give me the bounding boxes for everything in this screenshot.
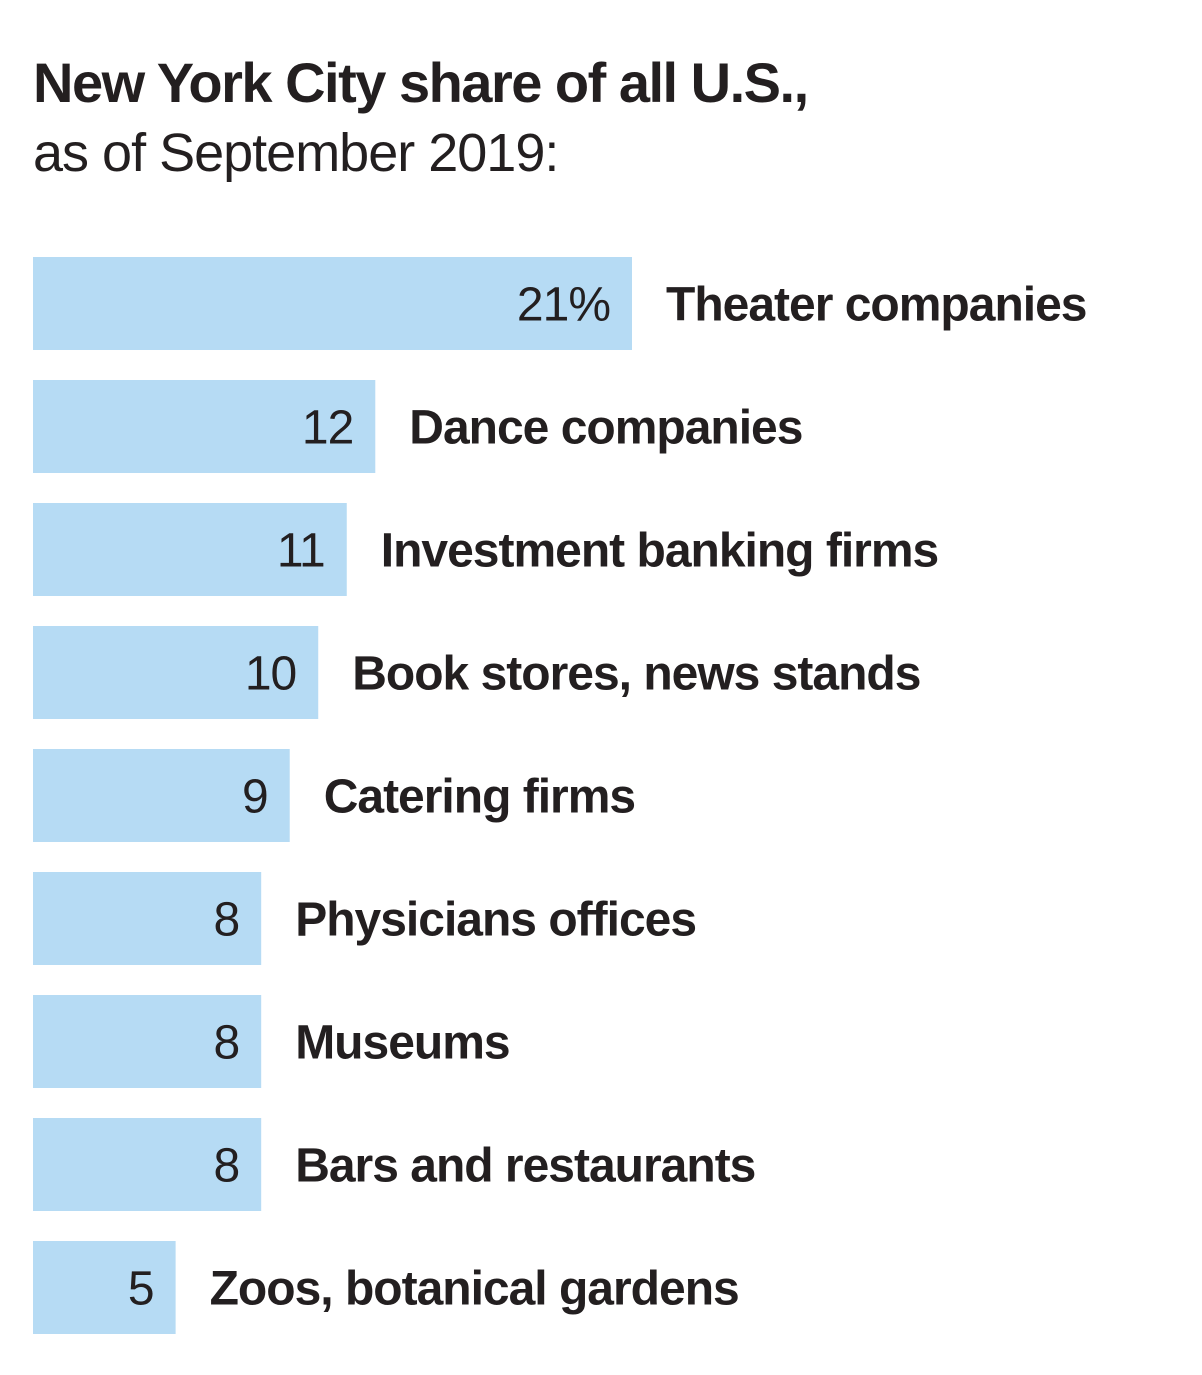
bar [33, 626, 319, 719]
bar-group: 8 Museums [33, 995, 511, 1088]
bar-group: 5 Zoos, botanical gardens [33, 1241, 740, 1334]
bar-value-label: 10 [245, 648, 296, 701]
bar-group: 8 Bars and restaurants [33, 1118, 756, 1211]
bar-group: 10 Book stores, news stands [33, 626, 921, 719]
bar-value-label: 12 [302, 402, 353, 455]
bar-category-label: Bars and restaurants [295, 1140, 755, 1193]
bar-category-label: Museums [295, 1017, 509, 1070]
bar-group: 11 Investment banking firms [33, 503, 939, 596]
chart-subtitle: as of September 2019: [33, 123, 559, 183]
bar-group: 9 Catering firms [33, 749, 636, 842]
bar-value-label: 8 [213, 894, 239, 947]
bar-value-label: 9 [242, 771, 268, 824]
bar-category-label: Book stores, news stands [352, 648, 920, 701]
bar-value-label: 8 [213, 1017, 239, 1070]
bar-category-label: Dance companies [409, 402, 802, 455]
bar [33, 749, 290, 842]
bar-category-label: Catering firms [324, 771, 635, 824]
bar-category-label: Theater companies [666, 279, 1086, 332]
bar-group: 12 Dance companies [33, 380, 803, 473]
bar [33, 257, 632, 350]
bar-value-label: 5 [128, 1263, 154, 1316]
bar-value-label: 11 [277, 525, 325, 578]
bar-group: 8 Physicians offices [33, 872, 697, 965]
bar-value-label: 8 [213, 1140, 239, 1193]
bar [33, 380, 376, 473]
bar [33, 1241, 176, 1334]
bar-group: 21% Theater companies [33, 257, 1087, 350]
bar-category-label: Investment banking firms [381, 525, 938, 578]
bar-value-label: 21% [517, 279, 610, 332]
bar [33, 1118, 262, 1211]
bar-category-label: Zoos, botanical gardens [210, 1263, 739, 1316]
bar [33, 872, 262, 965]
bar [33, 995, 262, 1088]
chart-title: New York City share of all U.S., [33, 51, 809, 114]
bar [33, 503, 347, 596]
bar-category-label: Physicians offices [295, 894, 696, 947]
